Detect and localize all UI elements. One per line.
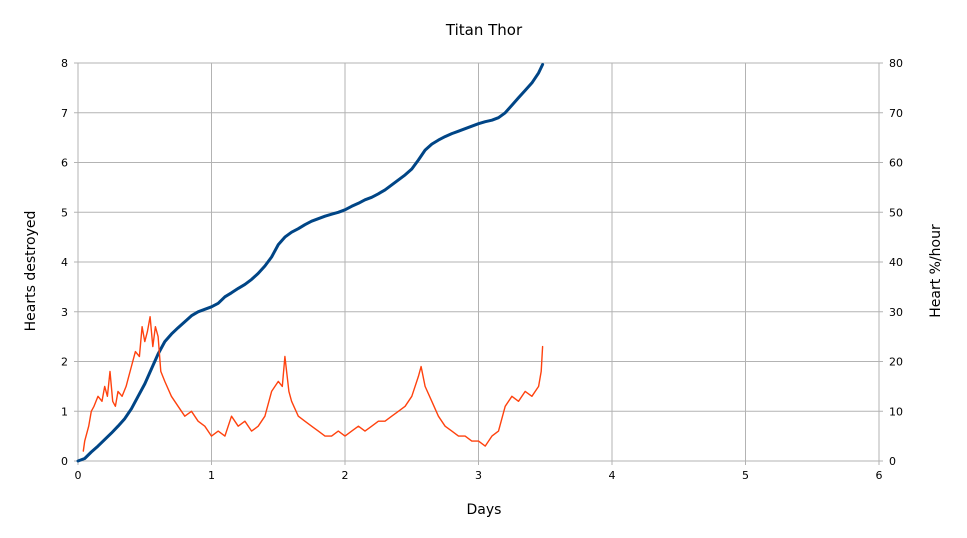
y-right-tick-labels: 0 10 20 30 40 50 60 70 80	[879, 57, 903, 468]
y-left-tick-label: 2	[61, 356, 68, 369]
series-line-hearts-destroyed	[76, 63, 545, 463]
y-left-tick-label: 8	[61, 57, 68, 70]
y-left-tick-label: 6	[61, 157, 68, 170]
y-left-axis-label: Hearts destroyed	[23, 211, 39, 332]
y-right-tick-label: 20	[889, 356, 903, 369]
y-left-tick-label: 3	[61, 306, 68, 319]
x-tick-labels: 0 1 2 3 4 5 6	[75, 461, 883, 482]
x-tick-label: 6	[876, 469, 883, 482]
x-tick-label: 5	[742, 469, 749, 482]
y-left-tick-label: 1	[61, 405, 68, 418]
y-left-tick-label: 4	[61, 256, 68, 269]
y-left-tick-labels: 0 1 2 3 4 5 6 7 8	[61, 57, 78, 468]
series-line-heart-rate	[82, 316, 544, 452]
x-axis-label: Days	[467, 502, 502, 518]
y-right-tick-label: 10	[889, 405, 903, 418]
y-right-tick-label: 50	[889, 206, 903, 219]
y-left-tick-label: 0	[61, 455, 68, 468]
y-left-tick-label: 7	[61, 107, 68, 120]
y-right-tick-label: 0	[889, 455, 896, 468]
x-tick-label: 2	[342, 469, 349, 482]
x-tick-label: 4	[609, 469, 616, 482]
series-group	[76, 63, 545, 463]
y-right-axis-label: Heart %/hour	[928, 224, 944, 318]
x-tick-label: 1	[208, 469, 215, 482]
y-left-tick-label: 5	[61, 206, 68, 219]
y-right-tick-label: 80	[889, 57, 903, 70]
y-right-tick-label: 30	[889, 306, 903, 319]
chart-title: Titan Thor	[445, 21, 523, 39]
x-tick-label: 0	[75, 469, 82, 482]
x-tick-label: 3	[475, 469, 482, 482]
y-right-tick-label: 70	[889, 107, 903, 120]
y-right-tick-label: 60	[889, 157, 903, 170]
y-right-tick-label: 40	[889, 256, 903, 269]
grid-lines	[77, 62, 880, 462]
